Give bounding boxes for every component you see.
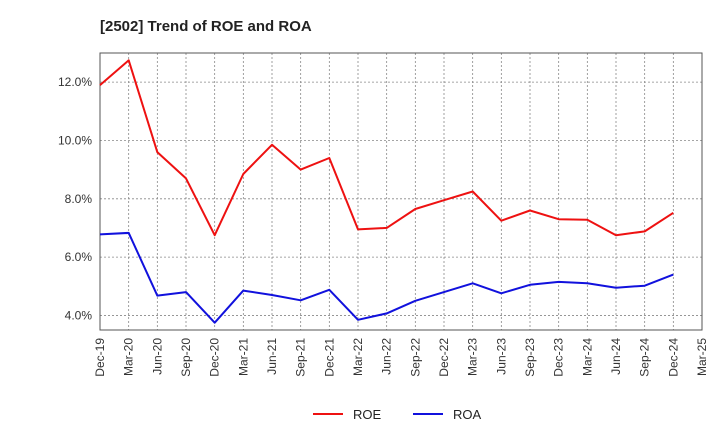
- series-line-roe: [99, 59, 674, 237]
- x-tick-label: Sep-22: [408, 338, 422, 377]
- y-tick-label: 8.0%: [65, 192, 93, 206]
- x-tick-label: Jun-24: [609, 338, 623, 375]
- y-tick-label: 12.0%: [58, 75, 92, 89]
- grid: [100, 53, 702, 330]
- x-tick-label: Sep-23: [523, 338, 537, 377]
- y-axis: 4.0% 6.0% 8.0% 10.0% 12.0%: [58, 75, 92, 322]
- x-axis: Dec-19 Mar-20 Jun-20 Sep-20 Dec-20 Mar-21 Jun-…: [93, 338, 709, 377]
- y-tick-label: 10.0%: [58, 133, 92, 147]
- legend-label-roa: ROA: [453, 407, 482, 422]
- plot-frame: [99, 52, 703, 331]
- x-tick-label: Mar-24: [580, 338, 594, 376]
- legend: ROE ROA: [313, 407, 482, 422]
- x-tick-label: Mar-20: [122, 338, 136, 376]
- series-lines: [99, 59, 674, 324]
- x-tick-label: Dec-19: [93, 338, 107, 377]
- x-tick-label: Mar-22: [351, 338, 365, 376]
- x-tick-label: Sep-20: [179, 338, 193, 377]
- x-tick-label: Mar-21: [236, 338, 250, 376]
- x-tick-label: Jun-20: [150, 338, 164, 375]
- x-tick-label: Mar-25: [695, 338, 709, 376]
- x-tick-label: Dec-24: [666, 338, 680, 377]
- x-tick-label: Jun-22: [380, 338, 394, 375]
- x-tick-label: Dec-21: [322, 338, 336, 377]
- y-tick-label: 4.0%: [65, 308, 93, 322]
- legend-label-roe: ROE: [353, 407, 382, 422]
- x-tick-label: Dec-20: [208, 338, 222, 377]
- series-line-roa: [99, 231, 674, 324]
- x-tick-label: Dec-22: [437, 338, 451, 377]
- chart-title: [2502] Trend of ROE and ROA: [100, 18, 312, 35]
- x-tick-label: Sep-24: [638, 338, 652, 377]
- x-tick-label: Dec-23: [552, 338, 566, 377]
- x-tick-label: Mar-23: [466, 338, 480, 376]
- x-tick-label: Sep-21: [294, 338, 308, 377]
- x-tick-label: Jun-23: [494, 338, 508, 375]
- x-tick-label: Jun-21: [265, 338, 279, 375]
- y-tick-label: 6.0%: [65, 250, 93, 264]
